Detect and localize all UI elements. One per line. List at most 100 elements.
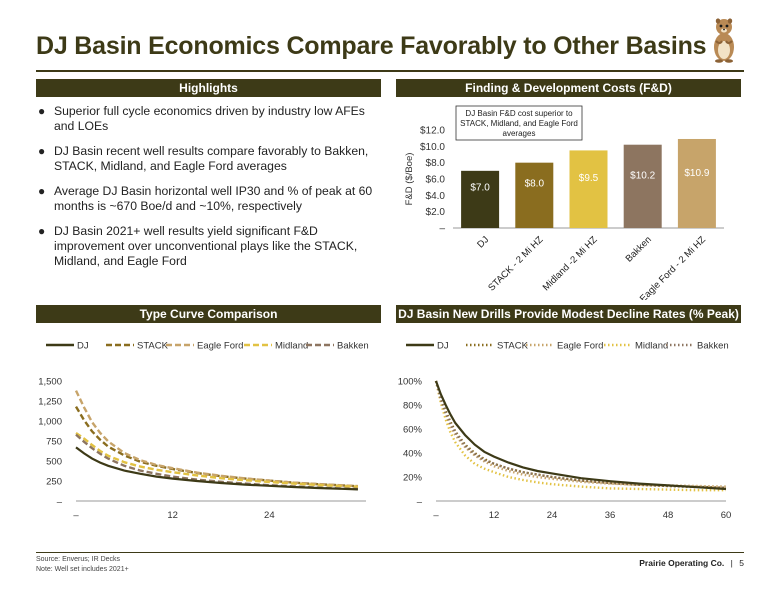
highlight-item: ● Average DJ Basin horizontal well IP30 a… xyxy=(36,184,384,214)
bullet-icon: ● xyxy=(38,104,46,118)
y-tick-label: 100% xyxy=(398,377,423,388)
series-line-midland xyxy=(434,380,726,492)
bar-value-label: $9.5 xyxy=(579,173,599,184)
annotation-text: averages xyxy=(503,129,536,138)
bar xyxy=(623,144,662,228)
series-line-stack xyxy=(434,380,727,489)
page-number: 5 xyxy=(739,558,744,568)
bar xyxy=(677,138,716,228)
y-tick-label: 40% xyxy=(403,449,423,460)
series-line-dj xyxy=(434,380,727,491)
source-note: Source: Enverus; IR Decks xyxy=(36,556,121,563)
legend-label: DJ xyxy=(77,341,89,352)
x-tick-label: Midland -2 Mi HZ xyxy=(541,234,600,293)
y-tick-label: 1,500 xyxy=(38,377,62,388)
highlight-item: ● DJ Basin recent well results compare fa… xyxy=(36,144,384,174)
highlight-item: ● Superior full cycle economics driven by… xyxy=(36,104,384,134)
legend-item: DJ xyxy=(406,341,449,352)
bar-value-label: $10.9 xyxy=(684,168,709,179)
legend-label: Midland xyxy=(635,341,668,352)
x-tick-label: Bakken xyxy=(624,234,654,264)
y-tick-label: 1,000 xyxy=(38,417,62,428)
type-curve-chart: DJ STACK Eagle Ford Midland Bakken – 250 500 750… xyxy=(38,341,369,522)
bar xyxy=(515,162,554,228)
bullet-icon: ● xyxy=(38,144,46,158)
x-tick-label: STACK - 2 Mi HZ xyxy=(486,234,545,293)
y-tick-label: 750 xyxy=(46,437,62,448)
bar-value-label: $8.0 xyxy=(525,179,545,190)
series-line-eagle-ford xyxy=(74,390,358,488)
x-tick-label: 12 xyxy=(489,510,500,521)
y-axis-label: F&D ($/Boe) xyxy=(404,153,415,206)
bullet-icon: ● xyxy=(38,224,46,238)
highlights-header: Highlights xyxy=(36,79,381,97)
y-tick-label: – xyxy=(417,497,423,508)
y-tick-label: $2.0 xyxy=(426,207,446,218)
series-line-eagle-ford xyxy=(434,380,727,488)
y-tick-label: – xyxy=(439,224,445,235)
legend-item: Midland xyxy=(604,341,668,352)
y-tick-label: 60% xyxy=(403,425,423,436)
legend-item: Bakken xyxy=(306,341,369,352)
decline-chart: DJ STACK Eagle Ford Midland Bakken – 20% 40% 60%… xyxy=(398,341,732,522)
y-tick-label: $4.0 xyxy=(426,191,446,202)
title-divider xyxy=(36,70,744,72)
bar-value-label: $10.2 xyxy=(630,171,655,182)
legend-item: STACK xyxy=(466,341,529,352)
legend-item: STACK xyxy=(106,341,169,352)
legend-label: Bakken xyxy=(337,341,369,352)
x-tick-label: 48 xyxy=(663,510,674,521)
annotation-text: STACK, Midland, and Eagle Ford xyxy=(460,119,578,128)
bar xyxy=(569,150,608,228)
fd-bar-chart: – $2.0 $4.0 $6.0 $8.0 $10.0 $12.0 F&D ($/Boe) $7… xyxy=(404,105,724,300)
legend-label: Midland xyxy=(275,341,308,352)
bar-value-label: $7.0 xyxy=(470,182,490,193)
legend-item: Midland xyxy=(244,341,308,352)
highlight-text: Average DJ Basin horizontal well IP30 an… xyxy=(54,184,373,213)
series-line-midland xyxy=(75,432,358,488)
annotation-box xyxy=(455,105,583,141)
highlight-text: DJ Basin recent well results compare fav… xyxy=(54,144,369,173)
legend-label: Eagle Ford xyxy=(557,341,603,352)
well-set-note: Note: Well set includes 2021+ xyxy=(36,566,129,573)
legend-item: DJ xyxy=(46,341,89,352)
prairie-dog-logo-icon xyxy=(714,18,734,63)
y-tick-label: – xyxy=(57,497,63,508)
legend-label: STACK xyxy=(137,341,169,352)
x-tick-label: – xyxy=(73,510,79,521)
footer-divider xyxy=(36,552,744,553)
legend-label: Eagle Ford xyxy=(197,341,243,352)
x-tick-label: 60 xyxy=(721,510,732,521)
legend-label: Bakken xyxy=(697,341,729,352)
series-line-bakken xyxy=(75,433,358,491)
bullet-icon: ● xyxy=(38,184,46,198)
x-tick-label: 12 xyxy=(167,510,178,521)
bar xyxy=(461,170,500,228)
x-tick-label: 36 xyxy=(605,510,616,521)
y-tick-label: 20% xyxy=(403,473,423,484)
legend-item: Eagle Ford xyxy=(526,341,603,352)
y-tick-label: $6.0 xyxy=(426,175,446,186)
y-tick-label: $10.0 xyxy=(420,142,445,153)
y-tick-label: 250 xyxy=(46,477,62,488)
legend-label: DJ xyxy=(437,341,449,352)
y-tick-label: 1,250 xyxy=(38,397,62,408)
page-title: DJ Basin Economics Compare Favorably to … xyxy=(36,32,707,60)
footer-brand: Prairie Operating Co. | 5 xyxy=(639,558,744,568)
y-tick-label: $8.0 xyxy=(426,158,446,169)
highlight-item: ● DJ Basin 2021+ well results yield signi… xyxy=(36,224,384,269)
y-tick-label: $12.0 xyxy=(420,126,445,137)
company-name: Prairie Operating Co. xyxy=(639,558,725,568)
x-tick-label: 24 xyxy=(264,510,275,521)
series-line-dj xyxy=(75,446,358,491)
footnotes: Source: Enverus; IR Decks Note: Well set… xyxy=(36,555,129,575)
decline-header: DJ Basin New Drills Provide Modest Decli… xyxy=(396,305,741,323)
y-tick-label: 80% xyxy=(403,401,423,412)
legend-item: Bakken xyxy=(666,341,729,352)
highlights-list: ● Superior full cycle economics driven by… xyxy=(36,104,384,279)
series-line-bakken xyxy=(434,380,727,489)
highlight-text: Superior full cycle economics driven by … xyxy=(54,104,365,133)
x-tick-label: 24 xyxy=(547,510,558,521)
fd-header: Finding & Development Costs (F&D) xyxy=(396,79,741,97)
x-tick-label: DJ xyxy=(475,234,491,250)
